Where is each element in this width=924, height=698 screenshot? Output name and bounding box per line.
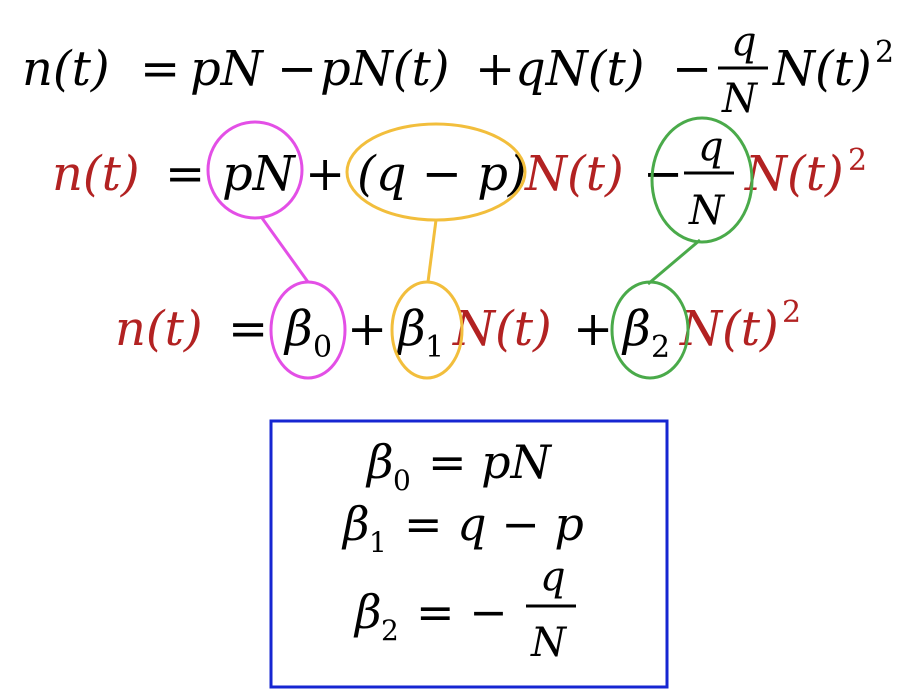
def2-subscript: 2	[381, 614, 399, 647]
line3-beta2-subscript: 2	[651, 330, 670, 365]
line1-plus: +	[475, 41, 515, 97]
def1-beta: β	[341, 497, 370, 551]
line3-exponent: 2	[782, 295, 801, 330]
line3-term-Nt: N(t)	[452, 301, 552, 357]
magenta-ellipse-beta0	[269, 280, 347, 380]
green-connector	[647, 238, 701, 286]
definitions-box: β 0 = pN β 1 = q − p β 2 = − q N	[269, 419, 669, 689]
definitions-border	[269, 419, 669, 689]
line3-beta1-symbol: β	[396, 301, 426, 357]
line3-term-Nt2: N(t)	[679, 301, 779, 357]
equation-line-3: n(t) = β 0 + β 1 N(t) + β 2 N(t) 2	[115, 295, 801, 365]
def2-frac-num: q	[540, 554, 566, 600]
line1-term-qNt: qN(t)	[515, 41, 644, 97]
def2-beta: β	[353, 585, 382, 639]
green-ellipse-beta2	[610, 280, 690, 380]
magenta-connector	[260, 217, 310, 283]
line3-beta0-subscript: 0	[313, 330, 332, 365]
orange-ellipse-beta1	[390, 280, 464, 380]
line2-exponent: 2	[848, 143, 867, 178]
line2-term-Nt: N(t)	[524, 146, 624, 202]
line1-equals: =	[140, 41, 180, 97]
line1-frac-num: q	[731, 19, 757, 65]
line2-frac-den: N	[688, 188, 726, 234]
line3-plus-1: +	[347, 301, 387, 357]
line2-minus: −	[643, 146, 683, 202]
line2-term-Nt2: N(t)	[744, 146, 844, 202]
def0-subscript: 0	[393, 464, 411, 497]
magenta-ellipse-pN	[206, 120, 304, 220]
equation-line-1: n(t) = pN − pN(t) + qN(t) − q N N(t) 2	[22, 19, 894, 122]
definition-beta2: β 2 = − q N	[353, 554, 576, 666]
line1-frac-den: N	[721, 76, 759, 122]
line3-beta0: β 0	[283, 301, 332, 365]
line2-frac-num: q	[698, 124, 724, 170]
equation-line-2: n(t) = pN + (q − p) N(t) − q N N(t) 2	[52, 124, 867, 234]
line2-term-qminusp: (q − p)	[357, 146, 527, 202]
def2-frac-den: N	[530, 620, 568, 666]
line3-plus-2: +	[573, 301, 613, 357]
def0-beta: β	[365, 435, 394, 489]
line1-minus-1: −	[277, 41, 317, 97]
line2-lhs: n(t)	[52, 146, 140, 202]
line3-beta1-subscript: 1	[425, 330, 444, 365]
orange-connector	[426, 219, 438, 283]
line3-beta2-symbol: β	[621, 301, 651, 357]
line1-minus-2: −	[672, 41, 712, 97]
line2-term-pN: pN	[222, 146, 297, 202]
def0-rhs: = pN	[428, 435, 553, 489]
line1-lhs: n(t)	[22, 41, 110, 97]
highlights	[206, 116, 754, 380]
line1-exponent: 2	[875, 35, 894, 70]
line1-term-pN: pN	[190, 41, 265, 97]
line3-beta2: β 2	[621, 301, 670, 365]
line3-beta0-symbol: β	[283, 301, 313, 357]
line3-beta1: β 1	[396, 301, 444, 365]
line2-plus: +	[305, 146, 345, 202]
line1-term-pNt: pN(t)	[320, 41, 449, 97]
definition-beta1: β 1 = q − p	[341, 497, 584, 559]
def1-subscript: 1	[369, 526, 387, 559]
line3-lhs: n(t)	[115, 301, 203, 357]
green-ellipse-qoverN	[650, 116, 754, 244]
line1-term-Nt: N(t)	[772, 41, 872, 97]
def2-rhs: = −	[416, 585, 508, 639]
line2-equals: =	[165, 146, 205, 202]
definition-beta0: β 0 = pN	[365, 435, 553, 497]
line3-equals: =	[228, 301, 268, 357]
def1-rhs: = q − p	[404, 497, 584, 551]
